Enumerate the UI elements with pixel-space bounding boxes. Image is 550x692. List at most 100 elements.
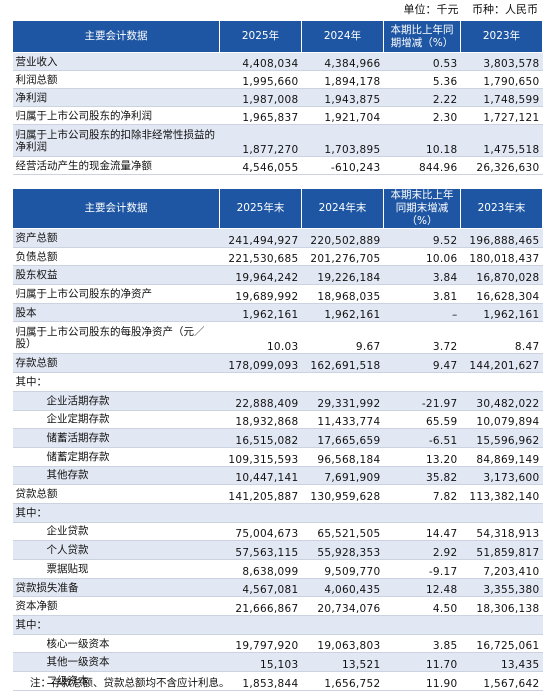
cell-v2023: 26,326,630 [460, 156, 543, 175]
table-row: 储蓄活期存款 16,515,082 17,665,659 -6.51 15,596,96… [12, 428, 543, 448]
cell-v2025 [219, 372, 302, 392]
column-header: 2023年末 [460, 188, 543, 229]
table-row: 归属于上市公司股东的扣除非经常性损益的净利润 1,877,270 1,703,895… [12, 124, 543, 157]
column-header: 主要会计数据 [12, 188, 220, 229]
table-row: 归属于上市公司股东的净资产 19,689,992 18,968,035 3.81 16,… [12, 284, 543, 304]
table-row: 企业贷款 75,004,673 65,521,505 14.47 54,318,913 [12, 522, 543, 542]
cell-change [383, 372, 461, 392]
cell-v2023: 13,435 [460, 652, 543, 673]
cell-v2024: 13,521 [301, 652, 384, 673]
row-label: 个人贷款 [12, 540, 220, 560]
cell-v2025: 1,877,270 [219, 124, 302, 157]
cell-v2024: 1,656,752 [301, 671, 384, 691]
footnote: 注：存款总额、贷款总额均不含应计利息。 [30, 677, 230, 689]
cell-v2024: 220,502,889 [301, 228, 384, 248]
cell-change: 5.36 [383, 70, 461, 89]
table-row: 贷款总额 141,205,887 130,959,628 7.82 113,382,14… [12, 484, 543, 504]
cell-v2025: 1,987,008 [219, 88, 302, 107]
cell-v2025: 15,103 [219, 652, 302, 673]
table-row: 核心一级资本 19,797,920 19,063,803 3.85 16,725,061 [12, 634, 543, 654]
cell-v2024: 162,691,518 [301, 353, 384, 374]
cell-change: 35.82 [383, 466, 461, 486]
cell-change: 10.06 [383, 247, 461, 267]
table-row: 企业活期存款 22,888,409 29,331,992 -21.97 30,482,0… [12, 391, 543, 411]
row-label: 企业活期存款 [12, 391, 220, 411]
cell-v2023: 1,748,599 [460, 88, 543, 107]
row-label: 利润总额 [12, 70, 220, 89]
cell-change: 7.82 [383, 484, 461, 504]
cell-change [383, 503, 461, 523]
cell-change: 844.96 [383, 156, 461, 175]
currency-label: 币种：人民币 [472, 3, 538, 16]
row-label: 营业收入 [12, 52, 220, 71]
column-header: 2025年末 [219, 188, 302, 229]
row-label: 资产总额 [12, 228, 220, 248]
table-row: 储蓄定期存款 109,315,593 96,568,184 13.20 84,869,1… [12, 447, 543, 467]
row-label: 其他存款 [12, 466, 220, 486]
table-row: 存款总额 178,099,093 162,691,518 9.47 144,201,62… [12, 353, 543, 374]
cell-v2025: 19,797,920 [219, 634, 302, 654]
cell-v2023: 113,382,140 [460, 484, 543, 504]
cell-v2024 [301, 503, 384, 523]
cell-v2025: 4,567,081 [219, 578, 302, 598]
row-label: 企业贷款 [12, 522, 220, 542]
cell-v2024: 1,703,895 [301, 124, 384, 157]
cell-v2023: 1,475,518 [460, 124, 543, 157]
cell-v2024: 1,962,161 [301, 303, 384, 323]
balance-data-table: 主要会计数据 2025年末 2024年末 本期末比上年同期末增减（%） 2023… [12, 188, 543, 691]
table-row: 利润总额 1,995,660 1,894,178 5.36 1,790,650 [12, 70, 543, 89]
table-header-row: 主要会计数据 2025年末 2024年末 本期末比上年同期末增减（%） 2023… [12, 188, 543, 229]
table-row: 个人贷款 57,563,115 55,928,353 2.92 51,859,817 [12, 540, 543, 560]
cell-change: -9.17 [383, 559, 461, 579]
cell-v2024: 65,521,505 [301, 522, 384, 542]
table-row: 归属于上市公司股东的每股净资产（元／股） 10.03 9.67 3.72 8.47 [12, 321, 543, 355]
column-header: 2024年末 [301, 188, 384, 229]
cell-v2025: 10,447,141 [219, 466, 302, 486]
cell-change: 2.92 [383, 540, 461, 560]
unit-line: 单位：千元 币种：人民币 [404, 2, 539, 18]
cell-v2025: 241,494,927 [219, 228, 302, 248]
row-label: 归属于上市公司股东的扣除非经常性损益的净利润 [12, 124, 220, 157]
cell-v2023: 3,355,380 [460, 578, 543, 598]
cell-v2024: 1,894,178 [301, 70, 384, 89]
table-row: 资本净额 21,666,867 20,734,076 4.50 18,306,138 [12, 596, 543, 617]
cell-change: – [383, 303, 461, 323]
cell-v2023 [460, 503, 543, 523]
cell-change: 3.84 [383, 265, 461, 286]
cell-v2025: 1,995,660 [219, 70, 302, 89]
cell-change: 12.48 [383, 578, 461, 598]
cell-v2023: 15,596,962 [460, 428, 543, 448]
cell-v2024: 9.67 [301, 321, 384, 355]
cell-change: -21.97 [383, 391, 461, 411]
cell-v2025: 221,530,685 [219, 247, 302, 267]
cell-v2024: 11,433,774 [301, 410, 384, 430]
cell-v2025: 18,932,868 [219, 410, 302, 430]
cell-change: -6.51 [383, 428, 461, 448]
cell-v2025: 178,099,093 [219, 353, 302, 374]
cell-v2024 [301, 615, 384, 635]
cell-v2023 [460, 615, 543, 635]
cell-v2024: 1,943,875 [301, 88, 384, 107]
cell-v2023: 1,727,121 [460, 106, 543, 125]
row-label: 贷款损失准备 [12, 578, 220, 598]
cell-v2024: -610,243 [301, 156, 384, 175]
cell-v2023: 54,318,913 [460, 522, 543, 542]
row-label: 储蓄活期存款 [12, 428, 220, 448]
cell-change: 9.52 [383, 228, 461, 248]
cell-v2023: 3,173,600 [460, 466, 543, 486]
cell-v2024: 9,509,770 [301, 559, 384, 579]
table-row: 净利润 1,987,008 1,943,875 2.22 1,748,599 [12, 88, 543, 107]
cell-v2023: 16,725,061 [460, 634, 543, 654]
column-header: 本期比上年同期增减（%） [383, 20, 461, 53]
cell-v2023: 1,790,650 [460, 70, 543, 89]
cell-v2025: 4,408,034 [219, 52, 302, 71]
column-header: 主要会计数据 [12, 20, 220, 53]
cell-v2024: 17,665,659 [301, 428, 384, 448]
cell-v2025: 19,689,992 [219, 284, 302, 304]
table-row: 其中： [12, 615, 543, 635]
cell-v2025: 4,546,055 [219, 156, 302, 175]
row-label: 股本 [12, 303, 220, 323]
row-label: 经营活动产生的现金流量净额 [12, 156, 220, 175]
cell-change: 0.53 [383, 52, 461, 71]
row-label: 二级资本 [12, 671, 220, 691]
